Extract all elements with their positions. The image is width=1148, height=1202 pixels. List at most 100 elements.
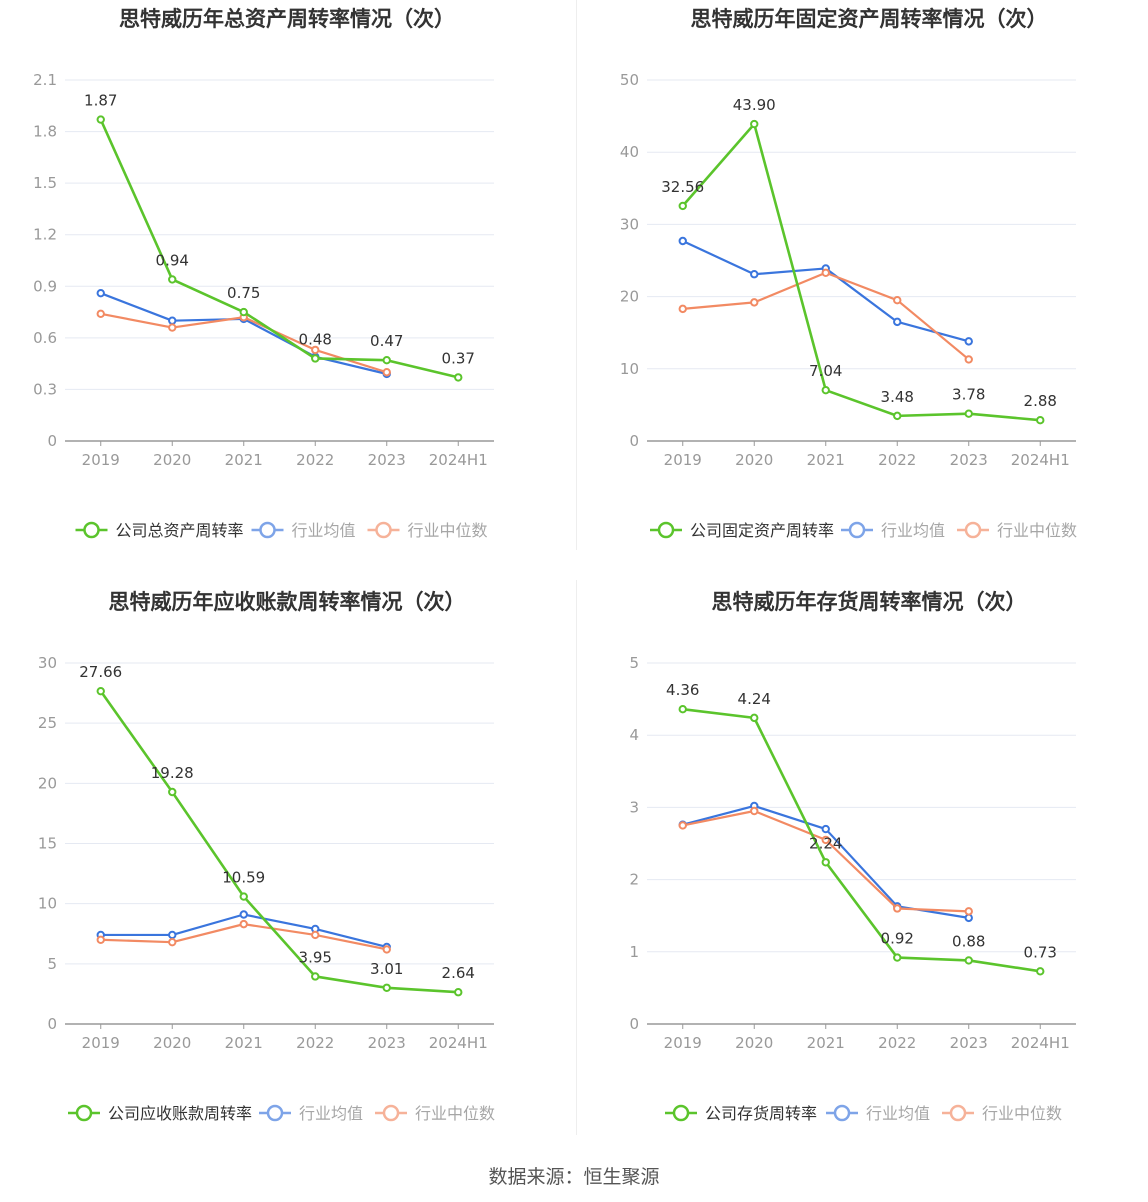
chart2-median-point	[168, 937, 177, 947]
chart1-company-point	[893, 411, 902, 421]
chart3-avg-point	[821, 824, 830, 834]
chart0-legend-marker	[83, 521, 100, 539]
chart3-legend-item-avg: 行业均值	[826, 1104, 930, 1123]
chart0-xtick-label: 2022	[296, 451, 334, 469]
chart1-company-line	[681, 122, 1041, 422]
chart3-title: 思特威历年存货周转率情况（次）	[712, 590, 1027, 614]
chart3-median-point	[678, 821, 687, 830]
chart2-company-point	[96, 686, 105, 696]
chart3-ytick-label: 3	[629, 798, 639, 816]
chart3-median-point	[893, 904, 902, 913]
chart1-ytick-label: 50	[620, 71, 639, 89]
chart3-legend-marker	[672, 1104, 690, 1122]
chart1-median-point	[678, 304, 687, 314]
chart1-median-point	[964, 355, 973, 364]
chart2-data-label: 19.28	[151, 764, 194, 782]
chart0-ytick-label: 0	[47, 432, 57, 450]
chart2-median-point	[382, 945, 391, 954]
chart1-legend-label: 公司固定资产周转率	[690, 521, 834, 540]
chart2-legend-marker	[75, 1104, 93, 1122]
chart3-ytick-label: 0	[629, 1015, 639, 1033]
chart0-legend-marker	[375, 521, 392, 539]
chart3-avg-point	[964, 913, 973, 923]
chart3-company-point	[750, 713, 759, 723]
chart2-ytick-label: 10	[38, 895, 57, 913]
chart0-data-label: 0.37	[442, 349, 475, 367]
chart0-ytick-label: 0.9	[33, 277, 57, 295]
chart3-ytick-label: 4	[629, 726, 639, 744]
chart3-data-label: 0.88	[952, 932, 985, 950]
chart0-company-point	[239, 307, 248, 317]
chart2-company-point	[168, 787, 177, 797]
chart1-ytick-label: 40	[620, 143, 639, 161]
chart0-xtick-label: 2019	[82, 451, 120, 469]
chart0-median-point	[311, 345, 320, 355]
chart3-legend-label: 行业中位数	[982, 1104, 1062, 1123]
chart2-data-label: 3.01	[370, 960, 403, 978]
chart1-median-point	[893, 296, 902, 305]
chart3-median-point	[964, 907, 973, 916]
chart3-data-label: 0.73	[1024, 943, 1057, 961]
chart1-xtick-label: 2019	[664, 451, 702, 469]
chart0-company-point	[168, 275, 177, 284]
chart0-data-label: 1.87	[84, 92, 117, 110]
chart1-title: 思特威历年固定资产周转率情况（次）	[691, 7, 1048, 31]
chart0-company-point	[311, 354, 320, 363]
chart2-avg-point	[239, 910, 248, 919]
chart2-data-label: 3.95	[299, 948, 332, 966]
chart3-legend-item-median: 行业中位数	[942, 1104, 1062, 1123]
chart1-avg-point	[750, 270, 759, 279]
chart1-legend-label: 行业均值	[881, 521, 945, 540]
chart0-median-point	[168, 323, 177, 332]
chart1-data-label: 3.48	[881, 388, 914, 406]
chart-total-asset-turnover: 思特威历年总资产周转率情况（次） 0 0.3 0.6 0.9 1.2 1.5 1.8 2.1 20…	[0, 0, 574, 580]
chart2-xtick-label: 2021	[225, 1034, 263, 1052]
chart0-legend-item-company: 公司总资产周转率	[75, 521, 244, 540]
chart0-data-label: 0.48	[299, 330, 332, 348]
chart3-ytick-label: 5	[629, 654, 639, 672]
chart1-xtick-label: 2021	[807, 451, 845, 469]
chart1-company-point	[678, 201, 687, 211]
chart3-median-point	[750, 806, 759, 816]
chart2-company-point	[239, 892, 248, 901]
chart-receivables-turnover: 思特威历年应收账款周转率情况（次） 0 5 10 15 20 25 30 2019 2020 202…	[0, 583, 574, 1163]
chart0-xtick-label: 2021	[225, 451, 263, 469]
chart1-legend-marker	[657, 521, 675, 539]
chart2-legend-label: 行业均值	[299, 1104, 363, 1123]
chart2-median-point	[239, 919, 248, 929]
chart-2-svg: 思特威历年应收账款周转率情况（次） 0 5 10 15 20 25 30 2019 2020 202…	[38, 590, 495, 1123]
chart2-ytick-label: 30	[38, 654, 57, 672]
chart0-company-point	[454, 373, 463, 382]
chart1-ytick-label: 0	[629, 432, 639, 450]
chart1-legend-item-avg: 行业均值	[841, 521, 945, 540]
chart1-data-label: 3.78	[952, 386, 985, 404]
chart1-legend-marker	[964, 521, 982, 539]
chart0-company-point	[382, 356, 391, 365]
chart1-median-point	[750, 298, 759, 307]
chart2-data-label: 10.59	[222, 869, 265, 887]
chart-1-svg: 思特威历年固定资产周转率情况（次） 0 10 20 30 40 50 2019 2020 2021…	[620, 7, 1077, 540]
chart1-ytick-label: 20	[620, 288, 639, 306]
chart0-avg-point	[168, 316, 177, 325]
chart3-median-point	[821, 835, 830, 845]
chart3-xtick-label: 2023	[950, 1034, 988, 1052]
chart1-avg-line	[682, 240, 970, 343]
chart0-ytick-label: 2.1	[33, 71, 57, 89]
chart2-legend-label: 公司应收账款周转率	[108, 1104, 252, 1123]
chart1-avg-point	[678, 236, 687, 246]
chart3-xtick-label: 2019	[664, 1034, 702, 1052]
chart3-company-point	[1036, 967, 1045, 976]
chart1-ytick-label: 30	[620, 215, 639, 233]
chart1-company-point	[821, 385, 830, 395]
chart0-xtick-label: 2024H1	[429, 451, 488, 469]
chart0-median-point	[96, 309, 105, 318]
chart3-xtick-label: 2024H1	[1011, 1034, 1070, 1052]
chart-0-svg: 思特威历年总资产周转率情况（次） 0 0.3 0.6 0.9 1.2 1.5 1.8 2.1 20…	[33, 7, 494, 540]
chart1-median-line	[682, 271, 970, 361]
chart0-xtick-label: 2020	[153, 451, 191, 469]
chart0-ytick-label: 1.5	[33, 174, 57, 192]
chart0-legend-item-avg: 行业均值	[251, 521, 356, 540]
chart2-ytick-label: 15	[38, 835, 57, 853]
chart3-ytick-label: 2	[629, 871, 639, 889]
chart0-legend-item-median: 行业中位数	[367, 521, 488, 540]
